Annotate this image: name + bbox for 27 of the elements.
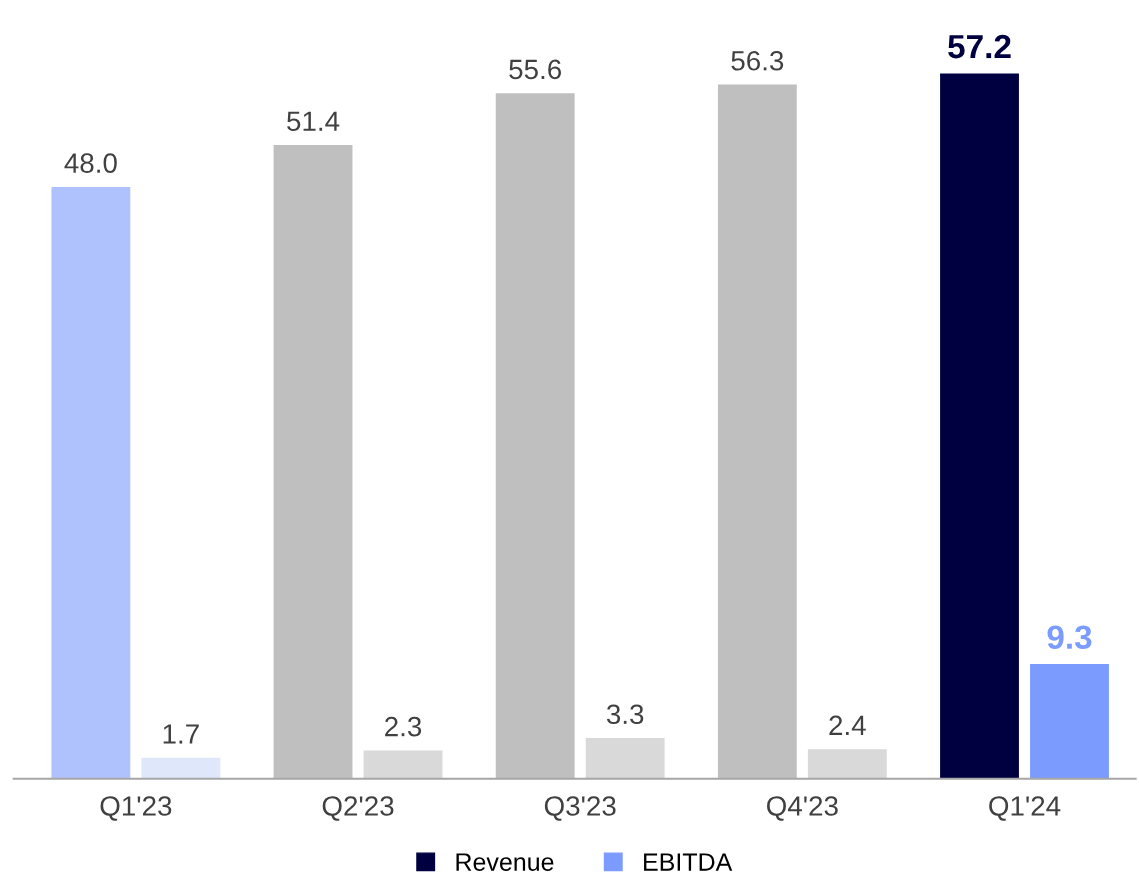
data-label: 57.2	[948, 34, 1011, 59]
bar	[585, 738, 665, 779]
bar	[1030, 664, 1109, 779]
x-tick-label: Q1'23	[100, 796, 172, 821]
data-label: 1.7	[163, 724, 199, 744]
data-label: 2.3	[385, 716, 422, 737]
x-tick-label: Q3'23	[544, 796, 616, 821]
bar	[717, 84, 797, 779]
bar	[495, 93, 575, 779]
x-tick-label: Q1'24	[989, 796, 1061, 821]
data-label: 9.3	[1047, 625, 1092, 650]
bar	[940, 73, 1019, 779]
data-label: 51.4	[287, 111, 340, 132]
bar	[273, 144, 353, 779]
x-tick-label: Q2'23	[322, 796, 394, 821]
legend-label: Revenue	[456, 853, 554, 871]
data-label: 56.3	[731, 50, 784, 71]
bar	[51, 186, 131, 779]
bar	[141, 757, 221, 779]
legend-label: EBITDA	[644, 853, 733, 871]
bar	[363, 750, 443, 779]
x-tick-label: Q4'23	[767, 796, 838, 821]
data-label: 55.6	[509, 59, 562, 80]
data-label: 2.4	[829, 715, 866, 735]
data-label: 3.3	[606, 704, 644, 725]
data-label: 48.0	[64, 153, 117, 173]
bar	[807, 749, 887, 779]
